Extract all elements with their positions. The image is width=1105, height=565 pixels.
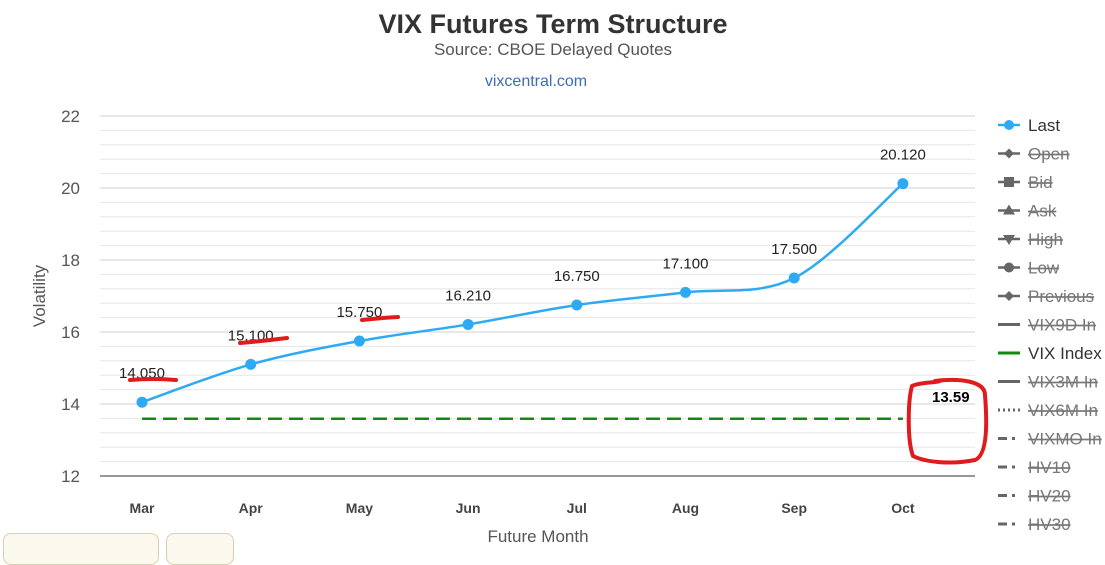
legend-label: Open bbox=[1028, 145, 1070, 164]
chart-subtitle: Source: CBOE Delayed Quotes bbox=[434, 40, 672, 59]
legend-label: Low bbox=[1028, 259, 1060, 278]
legend-item[interactable]: High bbox=[998, 230, 1063, 249]
y-axis-label: Volatility bbox=[30, 264, 49, 327]
last-data-label: 17.500 bbox=[771, 241, 817, 258]
y-tick-label: 22 bbox=[61, 107, 80, 126]
legend-item[interactable]: Last bbox=[998, 116, 1060, 135]
legend-label: Previous bbox=[1028, 287, 1094, 306]
legend-label: Ask bbox=[1028, 202, 1057, 221]
legend-item[interactable]: VIXMO In bbox=[998, 430, 1102, 449]
legend-item[interactable]: VIX3M In bbox=[998, 373, 1098, 392]
x-tick-label: Aug bbox=[672, 500, 699, 516]
y-tick-label: 20 bbox=[61, 179, 80, 198]
x-tick-label: Oct bbox=[891, 500, 915, 516]
last-point[interactable] bbox=[136, 396, 148, 408]
x-axis-label: Future Month bbox=[487, 527, 588, 546]
legend-item[interactable]: HV20 bbox=[998, 487, 1071, 506]
legend-item[interactable]: VIX9D In bbox=[998, 316, 1096, 335]
legend-label: HV20 bbox=[1028, 487, 1071, 506]
legend-item[interactable]: VIX Index bbox=[998, 344, 1102, 363]
legend-label: HV10 bbox=[1028, 458, 1071, 477]
legend-label: VIXMO In bbox=[1028, 430, 1102, 449]
legend-item[interactable]: Low bbox=[998, 259, 1060, 278]
legend-label: Last bbox=[1028, 116, 1060, 135]
y-tick-label: 16 bbox=[61, 323, 80, 342]
x-tick-label: Sep bbox=[781, 500, 807, 516]
legend-item[interactable]: Open bbox=[998, 145, 1070, 164]
x-tick-label: Mar bbox=[130, 500, 155, 516]
legend-label: High bbox=[1028, 230, 1063, 249]
legend-label: Bid bbox=[1028, 173, 1053, 192]
last-data-label: 17.100 bbox=[663, 255, 709, 272]
red-underline-annotation bbox=[360, 315, 400, 322]
legend-label: VIX6M In bbox=[1028, 401, 1098, 420]
y-tick-label: 12 bbox=[61, 467, 80, 486]
red-circle-annotation bbox=[906, 377, 989, 465]
last-data-label: 16.750 bbox=[554, 268, 600, 285]
x-tick-label: Apr bbox=[239, 500, 264, 516]
red-underline-annotation bbox=[128, 377, 178, 382]
legend-item[interactable]: HV30 bbox=[998, 515, 1071, 534]
toolbar-button[interactable] bbox=[166, 533, 234, 565]
last-point[interactable] bbox=[353, 335, 365, 347]
last-data-label: 16.210 bbox=[445, 287, 491, 304]
x-tick-label: Jun bbox=[456, 500, 481, 516]
last-point[interactable] bbox=[680, 286, 691, 298]
vix-term-structure-chart: VIX Futures Term Structure Source: CBOE … bbox=[30, 9, 1102, 546]
y-tick-label: 14 bbox=[61, 395, 80, 414]
legend-label: VIX9D In bbox=[1028, 316, 1096, 335]
legend-item[interactable]: HV10 bbox=[998, 458, 1071, 477]
y-tick-label: 18 bbox=[61, 251, 80, 270]
legend-label: VIX3M In bbox=[1028, 373, 1098, 392]
last-point[interactable] bbox=[788, 272, 800, 284]
legend-label: VIX Index bbox=[1028, 344, 1102, 363]
legend-item[interactable]: Ask bbox=[998, 202, 1057, 221]
x-tick-label: May bbox=[346, 500, 373, 516]
last-point[interactable] bbox=[245, 358, 257, 370]
chart-credit[interactable]: vixcentral.com bbox=[485, 73, 587, 90]
last-point[interactable] bbox=[897, 178, 909, 190]
vix-index-label: 13.59 bbox=[932, 389, 970, 406]
last-data-label: 15.750 bbox=[336, 304, 382, 321]
x-tick-label: Jul bbox=[567, 500, 587, 516]
legend-item[interactable]: VIX6M In bbox=[998, 401, 1098, 420]
last-point[interactable] bbox=[462, 318, 474, 330]
legend-item[interactable]: Bid bbox=[998, 173, 1053, 192]
chart-title: VIX Futures Term Structure bbox=[378, 9, 727, 39]
red-underline-annotation bbox=[238, 336, 289, 345]
last-data-label: 20.120 bbox=[880, 147, 926, 164]
last-point[interactable] bbox=[571, 299, 583, 311]
legend-label: HV30 bbox=[1028, 515, 1071, 534]
legend-item[interactable]: Previous bbox=[998, 287, 1094, 306]
toolbar-button[interactable] bbox=[3, 533, 159, 565]
